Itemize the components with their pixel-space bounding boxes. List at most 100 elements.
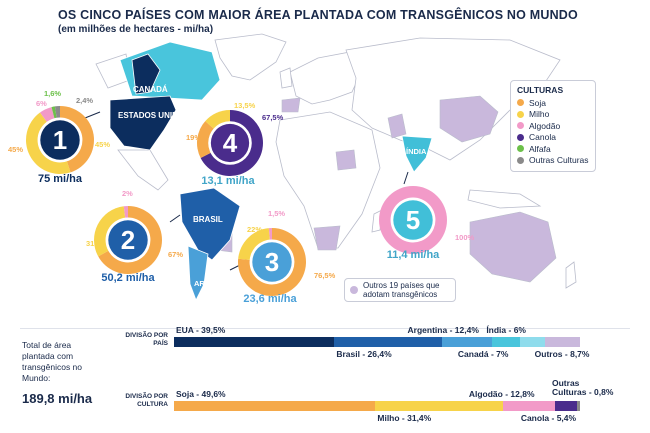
other-countries-text: Outros 19 países que adotam transgênicos [363,281,440,299]
bar-segment-label: Brasil - 26,4% [336,349,392,359]
sudan [335,149,357,171]
legend-item: Milho [517,109,589,121]
pie-slice-label: 22% [247,225,262,234]
australia [469,211,557,283]
legend-item: Canola [517,132,589,144]
pie-slice-label: 1,6% [44,89,61,98]
other-countries-note: Outros 19 países que adotam transgênicos [344,278,456,302]
legend-label: Outras Culturas [529,155,589,166]
india-shape [401,135,433,173]
bar-segment-label: EUA - 39,5% [176,325,226,335]
pie-índia: 100% 5 11,4 mi/ha [379,186,475,261]
other-countries-swatch [350,286,358,294]
pie-area-label: 23,6 mi/ha [243,293,297,305]
bar-segment-label: Argentina - 12,4% [407,325,479,335]
top-countries [109,41,433,301]
bar-segment-label: Algodão - 12,8% [468,389,535,399]
pie-slice-label: 67,5% [262,113,284,122]
legend-item: Alfafa [517,143,589,155]
crop-legend: CULTURAS Soja Milho Algodão Canola Alfafa Out… [510,80,596,172]
bar-segment [502,401,555,411]
pie-slice-label: 2% [122,189,133,198]
bar-segment [491,337,521,347]
pie-area-label: 11,4 mi/ha [387,249,440,261]
pie-slice-label: 100% [455,233,475,242]
brazil-shape [179,187,241,261]
bar-segment [554,401,577,411]
pie-slice-label: 19% [186,133,201,142]
legend-swatch [517,99,524,107]
legend-title: CULTURAS [517,85,564,95]
pakistan [387,113,407,139]
spain [281,97,301,113]
pie-slice-label: 31% [86,239,101,248]
bar-segment [174,401,376,411]
legend-swatch [517,133,524,141]
total-value: 189,8 mi/ha [22,391,93,406]
bar-segment-label: Soja - 49,6% [176,389,226,399]
bar-segment-label: Canola - 5,4% [520,413,577,423]
bar-segment [334,337,442,347]
pie-center [210,123,250,163]
pie-argentina: 76,5% 22% 1,5% 3 23,6 mi/ha [238,209,336,305]
pie-rank-number: 4 [223,128,238,158]
pie-slice-label: 67% [168,250,183,259]
africa [275,111,381,249]
label-usa: ESTADOS UNIDOS [118,111,190,120]
pie-canadá: 67,5% 19% 13,5% 4 13,1 mi/ha [186,101,284,187]
pie-slice-label: 1,5% [268,209,285,218]
pie-rank-number: 3 [265,247,279,277]
mexico [117,149,169,191]
legend-label: Alfafa [529,143,551,154]
pie-eua: 45% 45% 6%1,6% 2,4% 1 75 mi/ha [8,89,110,185]
bar-segment-label: Índia - 6% [486,325,526,335]
pie-rank-number: 2 [121,225,135,255]
country-pie-charts: 45% 45% 6%1,6% 2,4% 1 75 mi/ha 67% 31% 2% 2 50,2 m… [8,89,475,305]
bar-segment [520,337,545,347]
china [439,95,499,143]
new-zealand [565,261,577,289]
pie-rank-number: 5 [406,205,420,235]
bar-segment [441,337,492,347]
legend-label: Canola [529,132,556,143]
usa-top-shape [131,53,161,95]
legend-label: Milho [529,109,550,120]
label-argentina: ARGENTINA [194,279,239,288]
legend-item: Outras Culturas [517,155,589,167]
page-subtitle: (em milhões de hectares - mi/ha) [58,24,214,35]
legend-swatch [517,110,524,118]
pie-slice-label: 45% [95,140,110,149]
pie-slice-label: 76,5% [314,271,336,280]
page-title: OS CINCO PAÍSES COM MAIOR ÁREA PLANTADA … [58,8,578,22]
bar-segment [174,337,335,347]
bar-segment-label: Outras Culturas - 0,8% [552,378,614,397]
legend-item: Soja [517,97,589,109]
legend-items: Soja Milho Algodão Canola Alfafa Outras Cultu… [517,97,589,166]
pie-brasil: 67% 31% 2% 2 50,2 mi/ha [86,189,183,284]
bar-segment [576,401,580,411]
bar-row-label: DIVISÃO POR CULTURA [125,393,168,408]
bar-segment [544,337,580,347]
legend-label: Algodão [529,120,561,131]
pie-center [40,120,80,160]
usa-shape [109,95,177,151]
europe [289,51,363,105]
label-brazil: BRASIL [193,215,223,224]
pie-area-label: 75 mi/ha [38,173,83,185]
legend-swatch [517,156,524,164]
indonesia [467,189,542,209]
legend-swatch [517,145,524,153]
pie-center [393,200,433,240]
pie-area-label: 13,1 mi/ha [201,175,255,187]
pie-slice-label: 6% [36,99,47,108]
pie-slice-label: 13,5% [234,101,256,110]
arrow-5 [403,171,409,185]
country-labels: CANADÁ ESTADOS UNIDOS BRASIL ARGENTINA Í… [118,85,427,288]
pie-center [108,220,148,260]
label-canada: CANADÁ [133,85,168,94]
legend-label: Soja [529,97,547,108]
argentina-shape [187,245,209,301]
legend-swatch [517,122,524,130]
arrow-2 [169,214,181,223]
